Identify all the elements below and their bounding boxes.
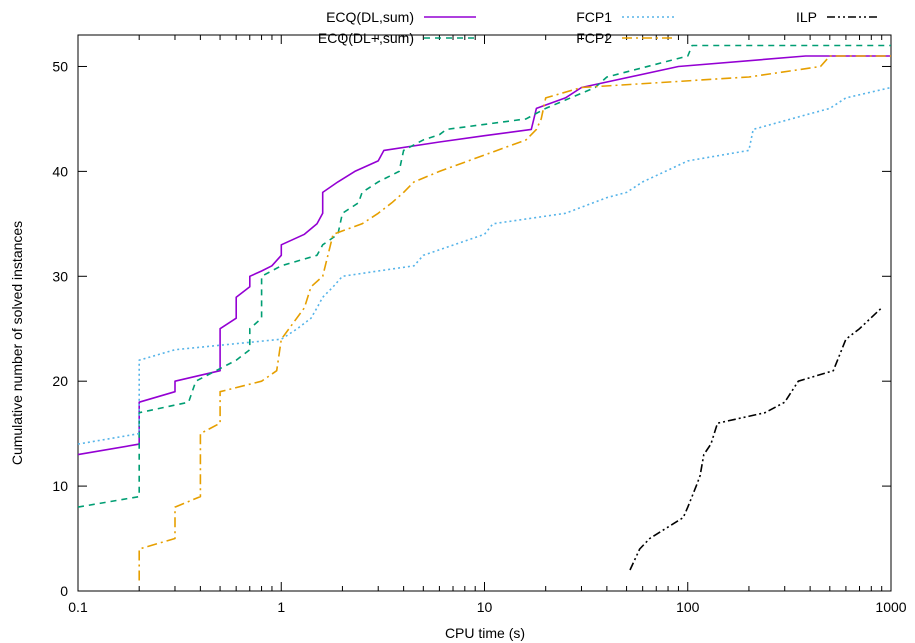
- y-axis-ticks: 0 10 20 30 40 50: [52, 58, 891, 599]
- x-axis-label: CPU time (s): [445, 625, 525, 641]
- series-layer: [77, 44, 892, 581]
- series-line-3: [77, 86, 892, 445]
- legend-label: ECQ(DL,sum): [326, 9, 414, 25]
- y-axis-label: Cumulative number of solved instances: [9, 221, 25, 465]
- y-tick-label: 30: [52, 268, 68, 284]
- legend-label: FCP2: [576, 30, 612, 46]
- legend: ECQ(DL,sum) ECQ(DL+,sum) FCP1 FCP2 ILP: [318, 9, 879, 46]
- y-tick-label: 50: [52, 58, 68, 74]
- y-tick-label: 0: [60, 583, 68, 599]
- x-tick-label: 10: [477, 599, 493, 615]
- y-tick-label: 10: [52, 478, 68, 494]
- plot-border: [77, 34, 892, 592]
- x-tick-label: 1: [277, 599, 285, 615]
- series-line-1: [77, 55, 891, 456]
- legend-label: ILP: [796, 9, 817, 25]
- x-tick-label: 100: [676, 599, 700, 615]
- series-line-4: [138, 55, 891, 581]
- legend-label: ECQ(DL+,sum): [318, 30, 414, 46]
- y-tick-label: 20: [52, 373, 68, 389]
- x-tick-label: 0.1: [68, 599, 88, 615]
- x-axis-ticks: 0.1 1 10 100 1000: [68, 35, 907, 615]
- y-tick-label: 40: [52, 163, 68, 179]
- series-line-5: [629, 307, 883, 571]
- x-tick-label: 1000: [875, 599, 906, 615]
- legend-label: FCP1: [576, 9, 612, 25]
- series-line-2: [77, 44, 891, 508]
- plot-frame: [77, 34, 892, 592]
